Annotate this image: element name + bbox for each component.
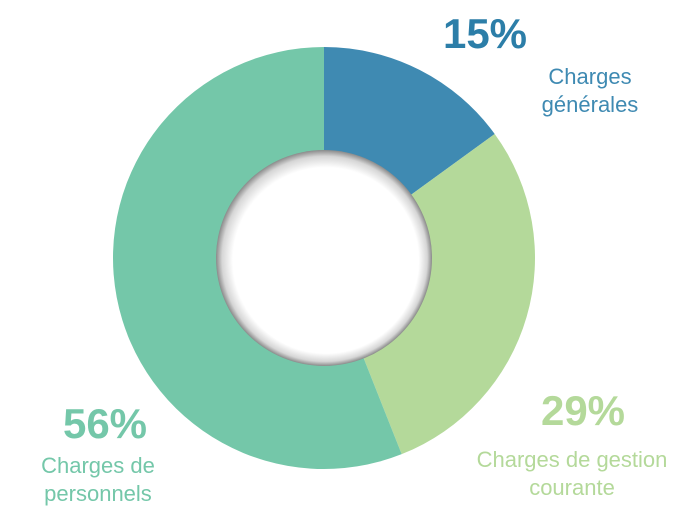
value-label: 56% [62,400,148,447]
donut-hole [216,150,432,366]
category-label: Charges de gestion courante [476,447,668,500]
donut-slice [113,47,402,469]
category-label: Charges générales [541,64,639,117]
donut-slice [324,47,495,196]
category-label: Charges de personnels [41,453,155,506]
value-label: 29% [540,387,626,434]
donut-slice [363,133,536,455]
value-label: 15% [442,10,528,57]
